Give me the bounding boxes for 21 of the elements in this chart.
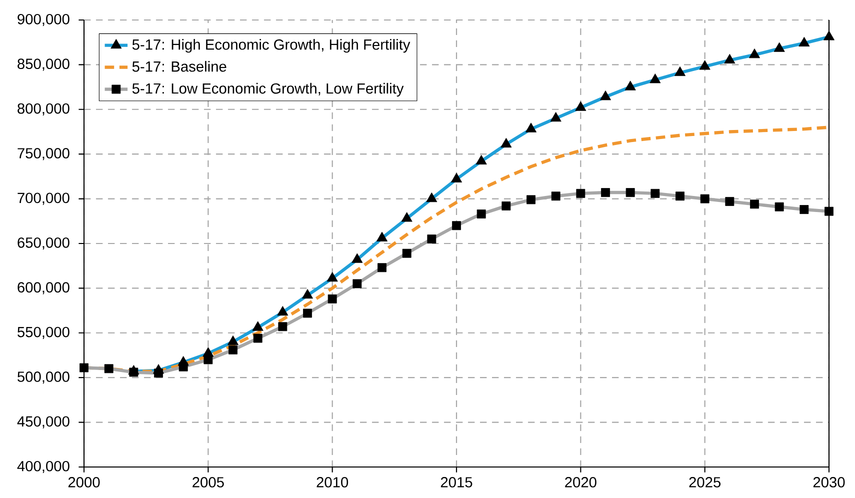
y-tick-label: 750,000 [18,148,70,160]
x-tick-label: 2010 [316,477,348,488]
x-tick-label: 2000 [68,477,100,488]
x-tick-label: 2025 [689,477,721,488]
legend-label: 5-17: Baseline [132,60,226,72]
y-tick-label: 650,000 [18,237,70,250]
y-tick-label: 900,000 [18,14,70,26]
x-tick-label: 2030 [813,477,845,488]
y-tick-label: 700,000 [18,192,70,205]
legend-label: 5-17: High Economic Growth, High Fertility [132,39,410,53]
y-tick-label: 450,000 [17,416,70,428]
x-tick-label: 2020 [565,477,596,488]
y-tick-label: 400,000 [17,460,70,474]
x-tick-label: 2005 [192,477,224,488]
x-tick-label: 2015 [440,477,472,488]
y-tick-label: 500,000 [18,372,70,384]
y-tick-label: 800,000 [18,103,70,116]
y-tick-label: 850,000 [18,58,70,71]
y-tick-label: 550,000 [18,326,70,339]
y-tick-label: 600,000 [18,282,70,294]
legend-label: 5-17: Low Economic Growth, Low Fertility [132,82,404,97]
